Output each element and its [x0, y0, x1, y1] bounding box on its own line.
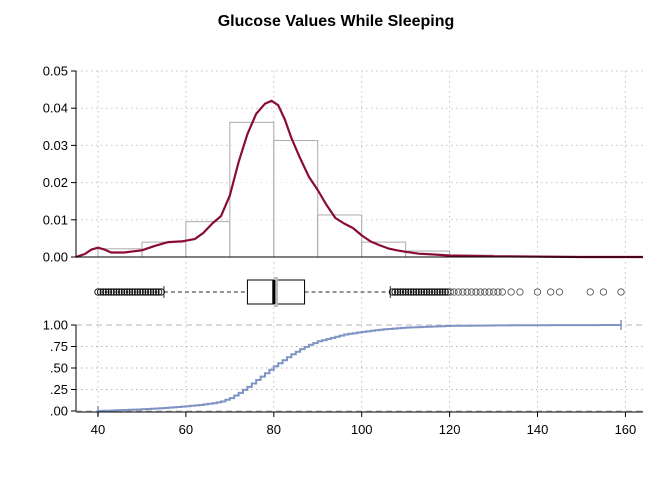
outlier-point — [391, 288, 399, 296]
outlier-point — [402, 288, 410, 296]
outlier-point — [154, 288, 163, 296]
x-tick-label: 60 — [179, 422, 193, 437]
outlier-point — [412, 288, 420, 296]
ecdf-y-tick-label: .75 — [50, 339, 68, 354]
outlier-point — [476, 288, 485, 296]
histogram-bar — [273, 140, 319, 258]
outlier-point — [485, 288, 493, 296]
chart-title: Glucose Values While Sleeping — [218, 13, 455, 30]
outlier-point — [409, 288, 418, 296]
outlier-point — [139, 288, 147, 296]
outlier-point — [428, 288, 436, 296]
outlier-point — [498, 288, 506, 296]
hist-y-tick-label: 0.00 — [43, 250, 68, 265]
hist-y-tick-label: 0.02 — [43, 175, 68, 190]
outlier-point — [115, 288, 123, 296]
outlier-point — [599, 288, 608, 296]
outlier-point — [96, 288, 105, 296]
outlier-point — [454, 288, 463, 296]
x-tick-label: 100 — [351, 422, 373, 437]
outlier-point — [507, 288, 515, 296]
outlier-point — [141, 288, 150, 296]
outlier-point — [394, 288, 402, 296]
outlier-point — [533, 288, 542, 296]
histogram-bar — [229, 121, 275, 258]
outlier-point — [441, 288, 449, 296]
density-line — [75, 99, 643, 259]
outlier-point — [110, 288, 118, 296]
ecdf-y-tick-label: .50 — [50, 361, 68, 376]
outlier-point — [99, 288, 107, 296]
outlier-point — [420, 288, 428, 296]
outlier-point — [425, 288, 434, 296]
x-tick-label: 140 — [527, 422, 549, 437]
hist-y-tick-label: 0.04 — [43, 101, 68, 116]
outlier-point — [147, 288, 155, 296]
boxplot-grid — [97, 262, 626, 320]
outlier-point — [125, 288, 134, 296]
x-tick-label: 80 — [267, 422, 281, 437]
outlier-point — [617, 288, 625, 296]
x-tick-label: 120 — [439, 422, 461, 437]
hist-y-tick-label: 0.01 — [43, 212, 68, 227]
outlier-point — [118, 288, 126, 296]
outlier-point — [547, 288, 555, 296]
outlier-point — [152, 288, 160, 296]
outlier-point — [450, 288, 458, 296]
outlier-point — [489, 288, 498, 296]
ecdf-grid — [76, 321, 643, 412]
ecdf-y-tick-label: 1.00 — [43, 318, 68, 333]
outlier-point — [404, 288, 412, 296]
outlier-point — [459, 288, 467, 296]
outlier-point — [407, 288, 415, 296]
histogram-bars — [97, 121, 539, 258]
outlier-point — [433, 288, 441, 296]
outlier-point — [388, 288, 397, 296]
outlier-point — [399, 288, 407, 296]
x-tick-label: 160 — [615, 422, 637, 437]
ecdf-y-tick-label: .00 — [50, 404, 68, 419]
outlier-point — [415, 288, 423, 296]
ecdf-step-line — [98, 324, 621, 412]
outlier-point — [157, 288, 165, 296]
outlier-point — [144, 288, 152, 296]
outlier-point — [131, 288, 139, 296]
outlier-point — [149, 288, 158, 296]
outlier-point — [555, 288, 564, 296]
density-curve — [75, 99, 643, 259]
outlier-point — [123, 288, 131, 296]
outlier-point — [112, 288, 121, 296]
outlier-point — [104, 288, 113, 296]
outlier-point — [102, 288, 110, 296]
boxplot — [94, 277, 625, 307]
outlier-point — [463, 288, 471, 296]
outlier-point — [423, 288, 431, 296]
outlier-point — [586, 288, 594, 296]
x-tick-label: 40 — [91, 422, 105, 437]
outlier-point — [120, 288, 128, 296]
outlier-point — [94, 288, 102, 296]
outlier-point — [396, 288, 405, 296]
outlier-point — [136, 288, 144, 296]
mean-marker — [273, 277, 278, 307]
outlier-point — [128, 288, 136, 296]
outlier-point — [472, 288, 480, 296]
outlier-point — [107, 288, 115, 296]
outlier-point — [431, 288, 439, 296]
outlier-point — [481, 288, 489, 296]
outlier-point — [467, 288, 476, 296]
outlier-point — [417, 288, 426, 296]
outlier-point — [438, 288, 447, 296]
outlier-point — [436, 288, 444, 296]
hist-y-tick-label: 0.03 — [43, 138, 68, 153]
outlier-point — [133, 288, 142, 296]
histogram-y-axis: 0.00 0.01 0.02 0.03 0.04 0.05 — [43, 64, 643, 265]
ecdf-axes: .00 .25 .50 .75 1.00 40 60 80 100 120 140 160 — [43, 318, 643, 437]
hist-y-tick-label: 0.05 — [43, 64, 68, 79]
ecdf-y-tick-label: .25 — [50, 382, 68, 397]
outlier-point — [494, 288, 502, 296]
outlier-point — [516, 288, 524, 296]
outlier-point — [446, 288, 455, 296]
